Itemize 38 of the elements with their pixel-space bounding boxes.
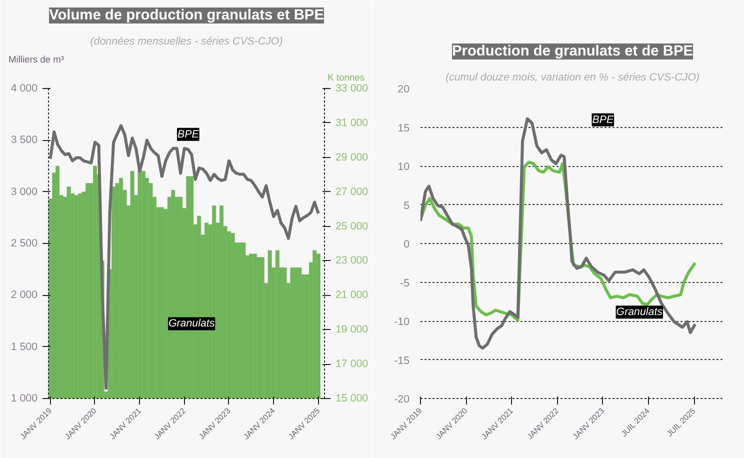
y-tick-label: 20 (398, 84, 410, 96)
y2-tick-label: 33 000 (336, 82, 368, 94)
chart-subtitle: (cumul douze mois, variation en % - séries CVS-CJO) (445, 72, 700, 84)
y-axis-title: Milliers de m³ (8, 54, 64, 64)
y-tick-label: -10 (394, 316, 410, 328)
y-tick-label: 15 (398, 122, 410, 134)
y-tick-label: 10 (398, 161, 410, 173)
y2-tick-label: 23 000 (336, 254, 368, 267)
annotation: BPE (592, 114, 614, 126)
y-tick-label: -15 (394, 354, 410, 367)
y2-axis-title: K tonnes (328, 72, 365, 82)
y-tick-label: 4 000 (10, 82, 38, 94)
y2-tick-label: 31 000 (336, 116, 368, 129)
y-tick-label: 2 000 (10, 289, 38, 302)
y2-tick-label: 29 000 (336, 151, 368, 164)
y2-tick-label: 21 000 (336, 289, 368, 302)
line-series (420, 117, 697, 350)
chart-subtitle: (données mensuelles - séries CVS-CJO) (90, 36, 283, 48)
y-tick-label: 3 500 (10, 134, 38, 146)
annotation: Granulats (168, 318, 216, 330)
y2-tick-label: 17 000 (336, 358, 368, 370)
annotation: Granulats (616, 306, 664, 318)
y-tick-label: 3 000 (10, 186, 38, 198)
y-tick-label: 0 (404, 238, 410, 250)
line-series (48, 124, 320, 390)
y-tick-label: 1 500 (10, 340, 38, 353)
y2-tick-label: 25 000 (336, 220, 368, 232)
y-tick-label: -20 (394, 394, 410, 406)
chart-title: Production de granulats et de BPE (452, 44, 694, 60)
y-tick-label: 2 500 (10, 238, 38, 250)
y-tick-label: 1 000 (10, 392, 38, 404)
y-tick-label: 5 (404, 200, 410, 212)
annotation: BPE (177, 128, 200, 140)
y2-tick-label: 15 000 (336, 392, 368, 404)
y2-tick-label: 19 000 (336, 324, 368, 336)
chart-title: Volume de production granulats et BPE (49, 8, 324, 24)
y-tick-label: -5 (400, 277, 410, 290)
y2-tick-label: 27 000 (336, 186, 368, 198)
